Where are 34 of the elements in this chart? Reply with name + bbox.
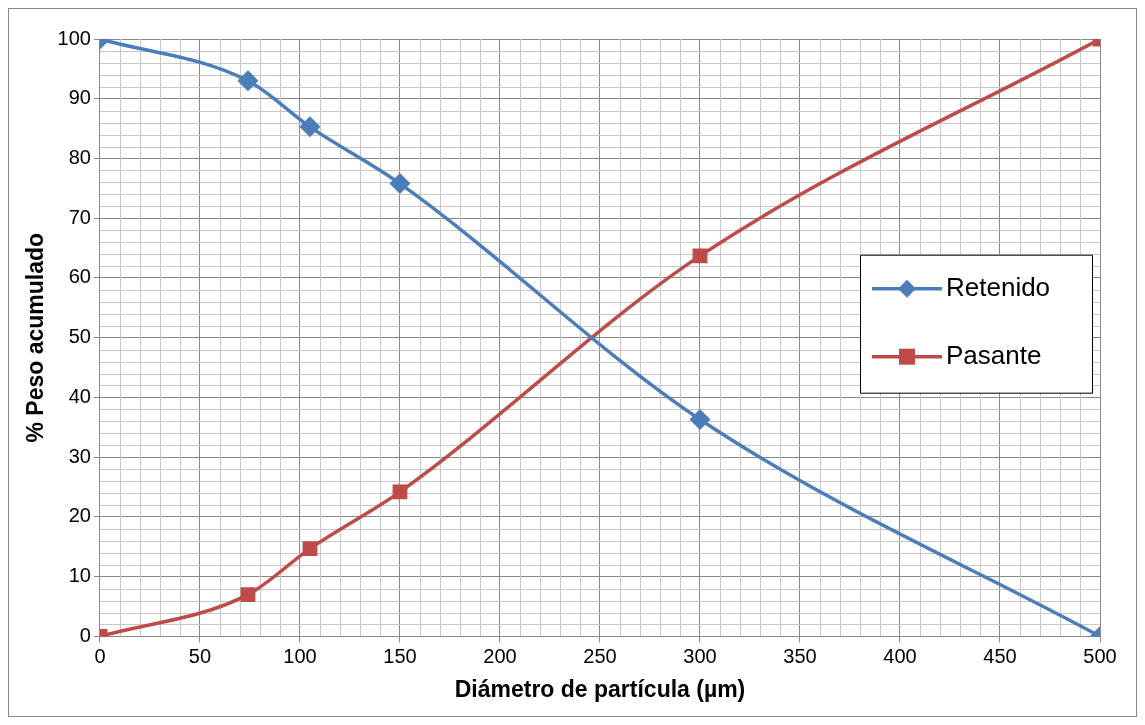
point — [390, 173, 410, 194]
x-tick-label: 200 — [483, 644, 517, 667]
y-tick-label: 60 — [68, 265, 91, 288]
x-tick-label: 400 — [883, 644, 917, 667]
x-tick-label: 0 — [94, 644, 106, 667]
x-tick-label: 100 — [283, 644, 317, 667]
y-tick-label: 40 — [68, 384, 91, 407]
y-tick-label: 0 — [79, 623, 91, 646]
x-tick-label: 500 — [1083, 644, 1117, 667]
point — [690, 409, 710, 430]
x-tick-label: 250 — [583, 644, 617, 667]
x-tick-label: 450 — [983, 644, 1017, 667]
y-tick-label: 90 — [68, 86, 91, 109]
point — [238, 71, 258, 91]
legend-label: Pasante — [946, 339, 1042, 370]
x-tick-label: 150 — [383, 644, 417, 667]
y-tick-label: 100 — [57, 26, 91, 49]
y-tick-label: 70 — [68, 205, 91, 228]
point — [692, 248, 708, 264]
y-tick-label: 30 — [68, 444, 91, 467]
point — [302, 541, 318, 556]
y-tick-label: 50 — [68, 325, 91, 348]
y-tick-label: 20 — [68, 504, 91, 527]
point — [392, 484, 408, 500]
x-axis-title: Diámetro de partícula (µm) — [454, 675, 746, 702]
point — [240, 587, 256, 602]
y-tick-label: 80 — [68, 146, 91, 168]
y-tick-label: 10 — [68, 564, 91, 587]
x-tick-label: 350 — [783, 644, 817, 667]
x-tick-label: 300 — [683, 644, 717, 667]
y-axis-title: % Peso acumulado — [22, 232, 49, 443]
point — [300, 117, 320, 137]
x-tick-label: 50 — [188, 644, 212, 667]
legend-label: Retenido — [946, 271, 1051, 302]
